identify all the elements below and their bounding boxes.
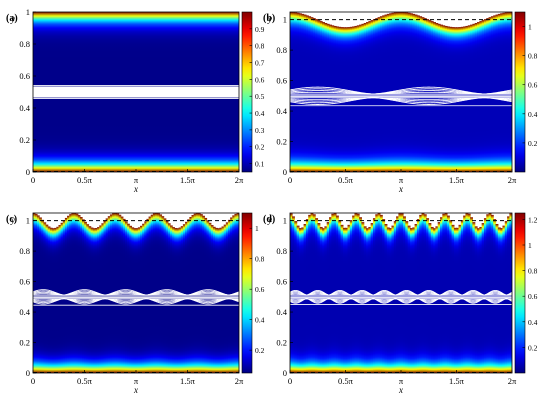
colorbar-tick-label: 0.5: [255, 92, 265, 101]
y-tick-label: 0.6: [19, 71, 30, 81]
y-tick-label: 1: [26, 7, 30, 17]
colorbar-tick-label: 0.6: [528, 81, 538, 90]
y-tick-label: 0: [26, 167, 30, 177]
x-tick-label: 1.5π: [449, 376, 465, 386]
y-tick-label: 0.6: [19, 277, 30, 287]
x-tick-label: 0: [288, 376, 292, 386]
colorbar-tick-label: 0.2: [255, 346, 265, 355]
panel-label: (b): [263, 13, 275, 24]
streamline-contours: [290, 289, 512, 305]
colorbar-tick-label: 0.1: [255, 160, 265, 169]
x-tick-label: 2π: [508, 376, 517, 386]
x-tick-label: 0.5π: [338, 175, 354, 185]
x-tick-label: 0.5π: [77, 175, 93, 185]
colorbar-tick-label: 0.4: [528, 110, 538, 119]
y-axis-label: y: [267, 215, 272, 225]
colorbar-tick-label: 0.2: [528, 343, 538, 352]
colorbar-tick-label: 0.8: [528, 52, 538, 61]
panel-b: 0 0.5π π 1.5π 2π 0 0.2 0.4 0.6 0.8 1 x y(b) 0.2 0.4 0.6…: [263, 11, 538, 194]
colorbar-tick-label: 0.6: [255, 285, 265, 294]
y-tick-label: 0.2: [276, 137, 287, 147]
colorbar-tick-label: 0.6: [255, 75, 265, 84]
panel-a: 0 0.5π π 1.5π 2π 0 0.2 0.4 0.6 0.8 1 x y(a) 0.1 0.2 0.3…: [6, 7, 265, 194]
x-axis-label: x: [398, 385, 403, 395]
colorbar: 0.2 0.4 0.6 0.8 1: [241, 212, 265, 374]
panel-d: 0 0.5π π 1.5π 2π 0 0.2 0.4 0.6 0.8 1 x y(d) 0.2 0.4 0.6…: [263, 212, 538, 395]
y-tick-label: 0.2: [19, 135, 30, 145]
y-tick-label: 0: [283, 368, 287, 378]
y-tick-label: 0.4: [19, 103, 30, 113]
x-tick-label: 2π: [235, 376, 244, 386]
center-band: [33, 86, 239, 98]
x-tick-label: 0: [288, 175, 292, 185]
y-tick-label: 0.4: [276, 307, 287, 317]
panel-label: (c): [6, 214, 17, 225]
x-tick-label: π: [134, 175, 139, 185]
y-tick-label: 0.8: [19, 39, 30, 49]
colorbar-tick-label: 0.8: [255, 255, 265, 264]
x-tick-label: 1.5π: [180, 376, 196, 386]
y-tick-label: 1: [26, 216, 30, 226]
y-tick-label: 0: [283, 167, 287, 177]
y-tick-label: 0.6: [276, 76, 287, 86]
x-tick-label: π: [399, 175, 404, 185]
colorbar-tick-label: 0.4: [255, 316, 265, 325]
colorbar-tick-label: 0.2: [528, 139, 538, 148]
y-tick-label: 0.8: [19, 246, 30, 256]
heatmap-field: [290, 213, 512, 373]
heatmap-field: [33, 213, 239, 373]
y-tick-label: 0.8: [276, 45, 287, 55]
colorbar-tick-label: 0.3: [255, 126, 265, 135]
panel-label: (d): [263, 214, 275, 225]
y-axis-label: y: [267, 14, 272, 24]
x-axis-label: x: [133, 184, 138, 194]
y-tick-label: 0: [26, 368, 30, 378]
colorbar-tick-label: 0.4: [255, 109, 265, 118]
colorbar: 0.2 0.4 0.6 0.8 1 1.2: [514, 212, 538, 374]
y-tick-label: 0.4: [19, 307, 30, 317]
x-axis-label: x: [398, 184, 403, 194]
y-tick-label: 1: [283, 15, 287, 25]
colorbar-tick-label: 1: [528, 23, 532, 32]
streamline-contours: [33, 289, 239, 306]
y-tick-label: 0.8: [276, 246, 287, 256]
heatmap-field: [33, 12, 239, 172]
x-axis-label: x: [133, 385, 138, 395]
streamline-contours: [290, 86, 512, 107]
x-tick-label: 0: [31, 376, 35, 386]
x-tick-label: π: [134, 376, 139, 386]
x-tick-label: 0.5π: [77, 376, 93, 386]
x-tick-label: 0.5π: [338, 376, 354, 386]
y-tick-label: 0.2: [19, 338, 30, 348]
colorbar-tick-label: 0.4: [528, 318, 538, 327]
colorbar-tick-label: 0.6: [528, 292, 538, 301]
y-axis-label: y: [10, 215, 15, 225]
heatmap-field: [290, 12, 512, 172]
colorbar: 0.2 0.4 0.6 0.8 1: [514, 11, 538, 173]
x-tick-label: 2π: [508, 175, 517, 185]
colorbar-tick-label: 0.8: [255, 42, 265, 51]
x-tick-label: π: [399, 376, 404, 386]
y-tick-label: 0.2: [276, 338, 287, 348]
y-tick-label: 1: [283, 216, 287, 226]
panel-c: 0 0.5π π 1.5π 2π 0 0.2 0.4 0.6 0.8 1 x y(c) 0.2 0.4 0.6…: [6, 212, 265, 395]
panel-label: (a): [6, 13, 18, 24]
x-tick-label: 0: [31, 175, 35, 185]
colorbar-tick-label: 1: [255, 224, 259, 233]
y-tick-label: 0.6: [276, 277, 287, 287]
y-axis-label: y: [10, 14, 15, 24]
colorbar-tick-label: 1: [528, 241, 532, 250]
colorbar-tick-label: 0.2: [255, 143, 265, 152]
x-tick-label: 1.5π: [449, 175, 465, 185]
colorbar-tick-label: 0.7: [255, 59, 265, 68]
x-tick-label: 2π: [235, 175, 244, 185]
x-tick-label: 1.5π: [180, 175, 196, 185]
y-tick-label: 0.4: [276, 106, 287, 116]
colorbar-tick-label: 0.9: [255, 25, 265, 34]
colorbar: 0.1 0.2 0.3 0.4 0.5 0.6 0.7 0.8 0.9: [241, 11, 265, 173]
colorbar-tick-label: 1.2: [528, 215, 538, 224]
colorbar-tick-label: 0.8: [528, 267, 538, 276]
